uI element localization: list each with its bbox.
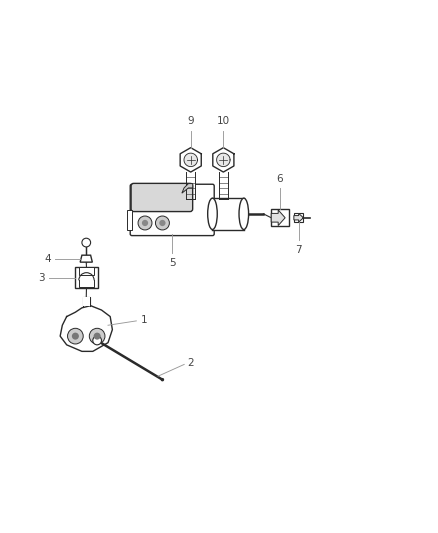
Polygon shape (60, 305, 113, 351)
Bar (212, 198, 244, 230)
Circle shape (94, 333, 101, 340)
Circle shape (72, 333, 79, 340)
FancyBboxPatch shape (130, 184, 214, 236)
Bar (83, 297, 90, 305)
Polygon shape (127, 210, 132, 230)
Bar (79, 268, 94, 274)
Text: 1: 1 (141, 315, 147, 325)
Text: 4: 4 (45, 254, 51, 264)
Text: 6: 6 (277, 174, 283, 184)
Polygon shape (294, 213, 304, 222)
Ellipse shape (239, 198, 249, 230)
Circle shape (89, 328, 105, 344)
Bar (187, 172, 195, 199)
Circle shape (155, 216, 170, 230)
Ellipse shape (208, 198, 217, 230)
Bar (74, 268, 99, 288)
Circle shape (159, 220, 166, 226)
Text: 9: 9 (187, 116, 194, 126)
Text: 3: 3 (38, 273, 45, 283)
Polygon shape (80, 255, 92, 262)
FancyBboxPatch shape (131, 183, 193, 212)
Polygon shape (180, 148, 201, 172)
Text: 7: 7 (295, 245, 302, 255)
Polygon shape (217, 153, 230, 167)
Bar (271, 209, 289, 227)
Text: 10: 10 (217, 116, 230, 126)
Circle shape (82, 238, 91, 247)
Text: 5: 5 (169, 258, 176, 268)
Polygon shape (184, 153, 198, 167)
Circle shape (138, 216, 152, 230)
Polygon shape (182, 183, 193, 193)
Circle shape (67, 328, 83, 344)
Polygon shape (271, 210, 285, 225)
Polygon shape (213, 148, 234, 172)
Text: 2: 2 (187, 358, 194, 368)
Circle shape (142, 220, 148, 226)
Circle shape (161, 378, 164, 382)
Circle shape (93, 336, 102, 345)
Bar (294, 213, 304, 222)
Bar (219, 172, 228, 199)
